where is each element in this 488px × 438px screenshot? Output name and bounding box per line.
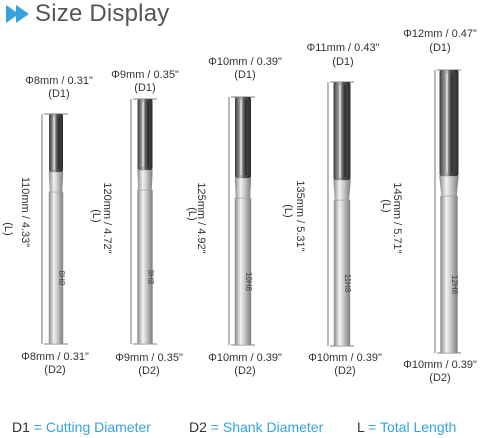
bit-4-top-tag: (D1) — [332, 56, 354, 68]
legend-l-equals: = — [368, 419, 377, 435]
bit-4-length-tag: (L) — [282, 204, 294, 218]
legend-l: L = Total Length — [357, 419, 456, 435]
bit-3-engraving: 10H8 — [244, 272, 253, 292]
legend-d1-equals: = — [33, 419, 42, 435]
bit-2-bottom-tag: (D2) — [138, 365, 160, 377]
bit-5-bottom-tag: (D2) — [429, 372, 451, 384]
bit-5-flutes — [439, 70, 459, 176]
legend-d1: D1 = Cutting Diameter — [12, 419, 151, 435]
bit-3-bottom-tag: (D2) — [234, 365, 256, 377]
bit-2-neck — [137, 169, 153, 191]
bit-4-length: 135mm / 5.31" — [294, 180, 306, 252]
legend-d2-key: D2 — [189, 419, 207, 435]
bit-4-bottom-tag: (D2) — [334, 365, 356, 377]
bit-2-shank — [137, 189, 153, 345]
bit-2-bottom-diameter: Φ9mm / 0.35" — [115, 352, 183, 364]
bit-1-neck — [48, 171, 64, 193]
bit-1-top-tag: (D1) — [48, 88, 70, 100]
bit-3-bottom-diameter: Φ10mm / 0.39" — [208, 352, 282, 364]
bit-1-bottom-diameter: Φ8mm / 0.31" — [21, 351, 89, 363]
bit-3-top-diameter: Φ10mm / 0.39" — [208, 56, 282, 68]
bit-2-engraving: 9H8 — [146, 270, 155, 285]
bit-2-top-diameter: Φ9mm / 0.35" — [111, 69, 179, 81]
bit-3-neck — [234, 177, 252, 199]
bit-5-engraving: 12H8 — [450, 275, 459, 295]
chevron-right-icon — [16, 5, 29, 23]
chevron-right-icon — [6, 5, 19, 23]
page-title: Size Display — [35, 0, 170, 27]
bit-1-engraving: 8H8 — [57, 271, 66, 286]
bit-4-top-diameter: Φ11mm / 0.43" — [306, 42, 380, 54]
bit-3-flutes — [235, 97, 251, 178]
bit-4-neck — [333, 179, 351, 201]
legend-d2: D2 = Shank Diameter — [189, 419, 323, 435]
bit-4-engraving: 11H8 — [343, 274, 352, 293]
bit-5-length: 145mm / 5.71" — [391, 182, 403, 254]
legend-d1-value: Cutting Diameter — [45, 419, 151, 435]
bit-2-length: 120mm / 4.72" — [101, 182, 113, 254]
bit-4-bottom-diameter: Φ10mm / 0.39" — [308, 352, 382, 364]
bit-1-flutes — [49, 114, 63, 172]
bit-3-length-tag: (L) — [186, 207, 198, 221]
header: Size Display — [6, 0, 169, 28]
bit-5-bottom-diameter: Φ10mm / 0.39" — [403, 359, 477, 371]
bit-5-top-tag: (D1) — [429, 42, 451, 54]
bit-5-neck — [439, 175, 459, 197]
bit-1-shank — [48, 191, 64, 345]
legend-d2-value: Shank Diameter — [222, 419, 324, 435]
legend-d1-key: D1 — [12, 419, 30, 435]
bit-1-top-diameter: Φ8mm / 0.31" — [25, 75, 93, 87]
bit-1-length: 110mm / 4.33" — [19, 176, 31, 248]
legend-l-value: Total Length — [380, 419, 457, 435]
bit-2-length-tag: (L) — [90, 209, 102, 223]
bit-4-flutes — [333, 82, 351, 180]
bit-1-length-tag: (L) — [2, 222, 14, 236]
bit-1-bottom-tag: (D2) — [44, 364, 66, 376]
legend-l-key: L — [357, 419, 365, 435]
bit-5-length-tag: (L) — [380, 199, 392, 213]
legend-d2-equals: = — [210, 419, 219, 435]
bit-3-top-tag: (D1) — [234, 69, 256, 81]
bit-2-top-tag: (D1) — [134, 82, 156, 94]
bit-2-flutes — [137, 99, 153, 170]
bit-5-top-diameter: Φ12mm / 0.47" — [403, 28, 477, 40]
